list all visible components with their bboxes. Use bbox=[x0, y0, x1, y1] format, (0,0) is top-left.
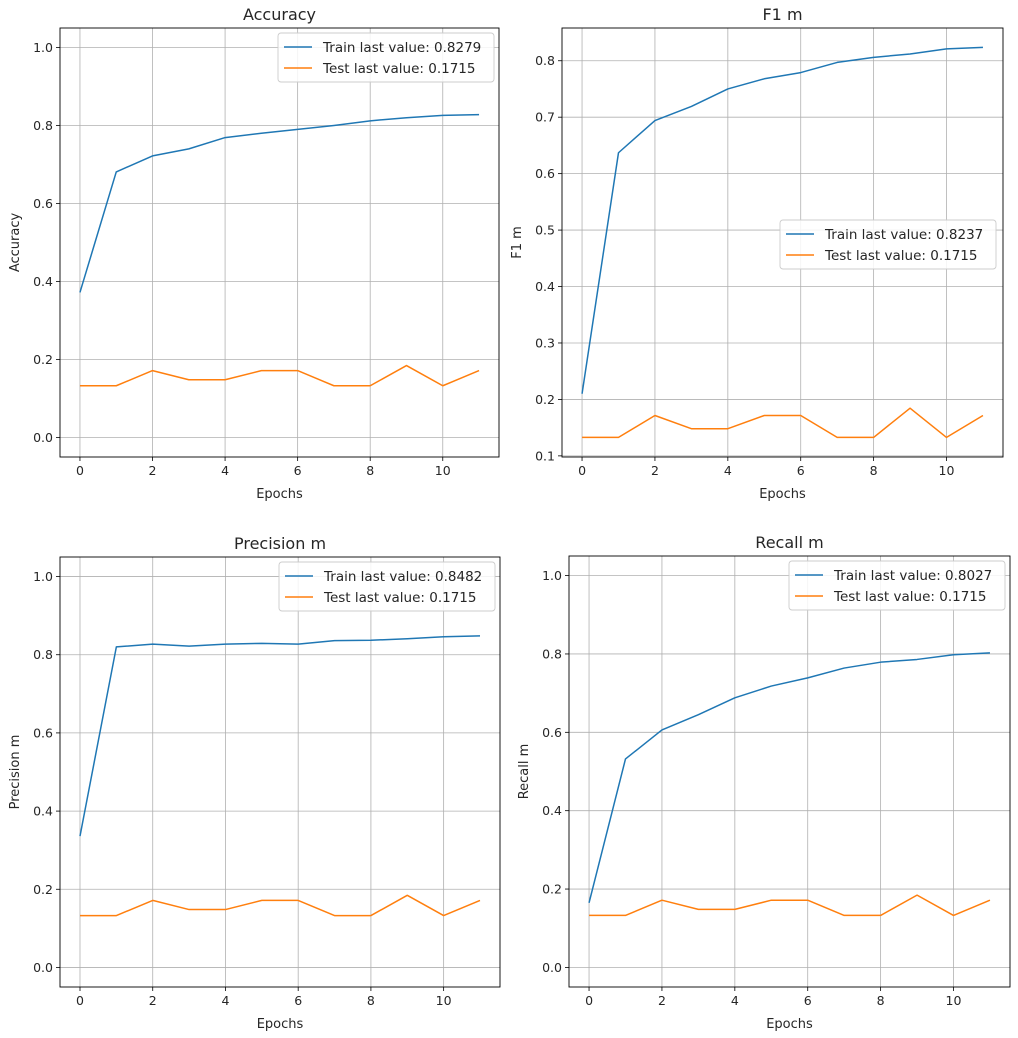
axes-frame bbox=[568, 555, 1011, 988]
axes-frame bbox=[59, 27, 500, 458]
x-tick-label: 0 bbox=[585, 993, 593, 1008]
test-legend-label: Test last value: 0.1715 bbox=[824, 248, 977, 264]
x-tick-label: 4 bbox=[724, 463, 732, 478]
x-tick-label: 4 bbox=[221, 993, 229, 1008]
y-tick-label: 1.0 bbox=[33, 569, 53, 584]
test-legend-label: Test last value: 0.1715 bbox=[833, 589, 986, 605]
y-tick-label: 0.5 bbox=[535, 223, 555, 238]
x-tick-label: 2 bbox=[149, 993, 157, 1008]
legend-box bbox=[278, 561, 496, 612]
train-legend-label: Train last value: 0.8237 bbox=[824, 227, 983, 243]
train-series-line bbox=[588, 652, 990, 903]
x-tick-label: 10 bbox=[939, 463, 955, 478]
train-series-line bbox=[581, 46, 983, 394]
x-tick-label: 0 bbox=[578, 463, 586, 478]
y-tick-label: 0.2 bbox=[535, 392, 555, 407]
test-series-line bbox=[80, 894, 481, 917]
legend-box bbox=[788, 560, 1006, 611]
y-tick-label: 0.1 bbox=[535, 448, 555, 463]
legend-box bbox=[277, 32, 495, 83]
x-axis-label: Epochs bbox=[766, 1017, 813, 1032]
y-tick-label: 0.8 bbox=[33, 118, 53, 133]
x-axis-label: Epochs bbox=[256, 487, 303, 502]
y-tick-label: 0.2 bbox=[33, 882, 53, 897]
y-tick-label: 0.2 bbox=[542, 882, 562, 897]
y-tick-label: 0.6 bbox=[33, 725, 53, 740]
x-tick-label: 6 bbox=[294, 993, 302, 1008]
train-series-line bbox=[79, 635, 481, 837]
train-legend-label: Train last value: 0.8279 bbox=[322, 40, 481, 56]
y-tick-label: 0.8 bbox=[542, 646, 562, 661]
y-tick-label: 0.0 bbox=[33, 430, 53, 445]
y-axis-label: Precision m bbox=[8, 735, 23, 810]
x-tick-label: 10 bbox=[436, 993, 452, 1008]
x-tick-label: 0 bbox=[76, 463, 84, 478]
legend: Train last value: 0.8482 Test last value:… bbox=[278, 561, 496, 612]
chart-accuracy: Accuracy 0 2 4 6 8 10 0.0 0.2 0.4 0.6 0.8 1.0 Epochs A… bbox=[8, 5, 500, 502]
y-axis-label: F1 m bbox=[510, 226, 525, 259]
y-tick-label: 0.4 bbox=[33, 274, 53, 289]
x-tick-label: 4 bbox=[221, 463, 229, 478]
chart-title: F1 m bbox=[762, 5, 802, 24]
y-tick-label: 0.6 bbox=[33, 196, 53, 211]
y-tick-label: 0.3 bbox=[535, 335, 555, 350]
x-axis-label: Epochs bbox=[257, 1017, 304, 1032]
y-tick-label: 0.6 bbox=[535, 166, 555, 181]
x-tick-label: 10 bbox=[946, 993, 962, 1008]
y-tick-label: 0.7 bbox=[535, 110, 555, 125]
train-series-line bbox=[79, 113, 480, 293]
y-tick-label: 0.2 bbox=[33, 352, 53, 367]
y-tick-label: 0.0 bbox=[542, 960, 562, 975]
x-tick-label: 8 bbox=[367, 993, 375, 1008]
x-tick-label: 6 bbox=[294, 463, 302, 478]
x-tick-label: 0 bbox=[76, 993, 84, 1008]
x-tick-label: 6 bbox=[797, 463, 805, 478]
chart-title: Recall m bbox=[755, 533, 823, 552]
x-tick-label: 10 bbox=[435, 463, 451, 478]
chart-title: Precision m bbox=[234, 534, 326, 553]
x-tick-label: 6 bbox=[804, 993, 812, 1008]
x-tick-label: 2 bbox=[651, 463, 659, 478]
axes-frame bbox=[59, 556, 501, 988]
x-tick-label: 8 bbox=[366, 463, 374, 478]
y-tick-label: 1.0 bbox=[33, 40, 53, 55]
y-tick-label: 0.4 bbox=[542, 803, 562, 818]
chart-precision-m: Precision m 0 2 4 6 8 10 0.0 0.2 0.4 0.6 0.8 1.0 Epoc… bbox=[8, 534, 501, 1032]
test-legend-label: Test last value: 0.1715 bbox=[323, 590, 476, 606]
chart-title: Accuracy bbox=[243, 5, 316, 24]
train-legend-label: Train last value: 0.8482 bbox=[323, 569, 482, 585]
x-axis-label: Epochs bbox=[759, 487, 806, 502]
x-tick-label: 8 bbox=[877, 993, 885, 1008]
x-tick-label: 8 bbox=[870, 463, 878, 478]
test-series-line bbox=[79, 364, 480, 387]
train-legend-label: Train last value: 0.8027 bbox=[833, 568, 992, 584]
y-axis-label: Accuracy bbox=[8, 213, 23, 273]
y-tick-label: 0.4 bbox=[535, 279, 555, 294]
legend-box bbox=[779, 219, 997, 270]
x-tick-label: 2 bbox=[149, 463, 157, 478]
y-tick-label: 0.4 bbox=[33, 804, 53, 819]
y-tick-label: 0.8 bbox=[33, 647, 53, 662]
legend: Train last value: 0.8237 Test last value:… bbox=[779, 219, 997, 270]
y-tick-label: 0.6 bbox=[542, 725, 562, 740]
chart-recall-m: Recall m 0 2 4 6 8 10 0.0 0.2 0.4 0.6 0.8 1.0 Epochs R… bbox=[517, 533, 1011, 1032]
x-tick-label: 4 bbox=[731, 993, 739, 1008]
y-tick-label: 1.0 bbox=[542, 568, 562, 583]
test-series-line bbox=[582, 407, 984, 439]
test-legend-label: Test last value: 0.1715 bbox=[322, 61, 475, 77]
legend: Train last value: 0.8027 Test last value:… bbox=[788, 560, 1006, 611]
y-tick-label: 0.0 bbox=[33, 960, 53, 975]
axes-frame bbox=[561, 27, 1004, 458]
x-tick-label: 2 bbox=[658, 993, 666, 1008]
y-tick-label: 0.8 bbox=[535, 53, 555, 68]
chart-f1-m: F1 m 0 2 4 6 8 10 0.1 0.2 0.3 0.4 0.5 0.6 0.7 0.8 Epoch… bbox=[510, 5, 1004, 502]
legend: Train last value: 0.8279 Test last value:… bbox=[277, 32, 495, 83]
y-axis-label: Recall m bbox=[517, 744, 532, 800]
test-series-line bbox=[589, 894, 991, 917]
